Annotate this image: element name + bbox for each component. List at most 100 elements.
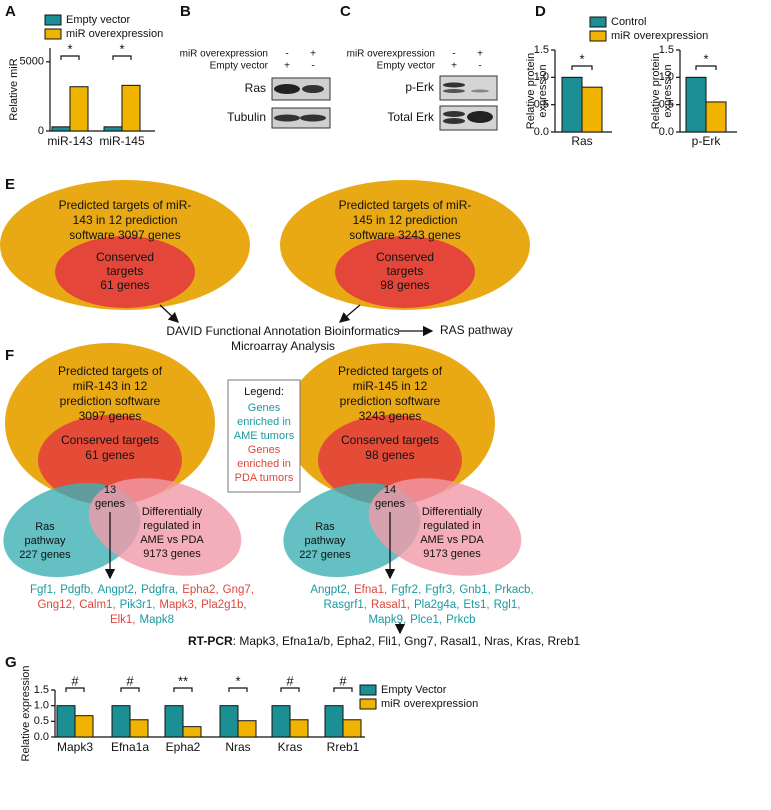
gene: Pla2g4a, xyxy=(414,599,459,611)
significance-label: * xyxy=(579,51,584,66)
significance-label: # xyxy=(126,673,134,688)
gene: Efna1, xyxy=(354,584,387,596)
y-tick-label: 1.5 xyxy=(659,44,674,56)
legend-swatch xyxy=(359,684,377,696)
diagram-f xyxy=(3,343,522,635)
y-tick-label: 1.5 xyxy=(534,44,549,56)
y-tick-label: 1.5 xyxy=(34,684,49,696)
bar xyxy=(561,76,583,133)
gene: Plce1, xyxy=(410,614,442,626)
legend-label: PDA tumors xyxy=(235,472,294,484)
gene: Pdgfb, xyxy=(60,584,93,596)
significance-bracket xyxy=(173,687,193,692)
set-label: pathway xyxy=(305,535,346,547)
rt-pcr-genes: : Mapk3, Efna1a/b, Epha2, Fli1, Gng7, Ra… xyxy=(233,634,581,648)
significance-label: # xyxy=(286,673,294,688)
set-label: regulated in xyxy=(423,520,481,532)
gene: Pik3r1, xyxy=(120,599,156,611)
set-label: pathway xyxy=(25,535,66,547)
set-label: 227 genes xyxy=(299,549,351,561)
subset-label: 98 genes xyxy=(365,448,414,462)
significance-label: # xyxy=(71,673,79,688)
rt-pcr-label: RT-PCR xyxy=(188,634,233,648)
bar xyxy=(685,76,707,133)
result-label: RAS pathway xyxy=(440,323,513,337)
condition-sign: + xyxy=(451,61,457,72)
bar xyxy=(237,720,257,738)
y-axis-label: expression xyxy=(537,64,549,117)
gene-row: Fgf1, Pdgfb, Angpt2, Pdgfra, Epha2, Gng7, xyxy=(30,584,254,596)
panel-letter: F xyxy=(5,347,14,364)
panel-letter: E xyxy=(5,176,15,193)
y-axis-label: Relative protein xyxy=(650,53,662,129)
x-tick-label: Epha2 xyxy=(166,740,201,754)
legend-label: enriched in xyxy=(237,458,291,470)
subset-label: Conserved targets xyxy=(341,433,439,447)
x-tick-label: Rreb1 xyxy=(327,740,360,754)
gene: Angpt2, xyxy=(97,584,137,596)
legend-label: miR overexpression xyxy=(66,28,163,40)
diagram-e xyxy=(0,180,530,337)
bar xyxy=(182,726,202,738)
set-label: 9173 genes xyxy=(423,548,481,560)
x-tick-label: miR-145 xyxy=(99,134,145,148)
x-tick-label: Nras xyxy=(225,740,250,754)
bar xyxy=(69,86,89,132)
set-label: Ras xyxy=(315,521,335,533)
gene: Pdgfra, xyxy=(141,584,178,596)
set-label: regulated in xyxy=(143,520,201,532)
bar xyxy=(103,126,123,132)
y-axis-label: Relative expression xyxy=(20,666,32,762)
set-label: 3243 genes xyxy=(359,409,422,423)
bar xyxy=(111,705,131,738)
condition-sign: + xyxy=(310,49,316,60)
condition-sign: - xyxy=(311,61,314,72)
panel-letter: C xyxy=(340,3,351,20)
significance-bracket xyxy=(333,687,353,692)
x-tick-label: miR-143 xyxy=(47,134,93,148)
legend-swatch xyxy=(44,14,62,26)
bar xyxy=(271,705,291,738)
subset-label: targets xyxy=(387,264,424,278)
significance-label: * xyxy=(67,41,72,56)
subset-label: 61 genes xyxy=(85,448,134,462)
bar xyxy=(219,705,239,738)
rt-pcr: RT-PCR: Mapk3, Efna1a/b, Epha2, Fli1, Gn… xyxy=(188,634,581,648)
gene: Prkcb xyxy=(446,614,475,626)
band-label: Total Erk xyxy=(387,110,435,124)
set-label: 9173 genes xyxy=(143,548,201,560)
overlap-label: genes xyxy=(95,498,125,510)
bar xyxy=(705,101,727,133)
band-label: p-Erk xyxy=(405,80,435,94)
gene: Rasal1, xyxy=(371,599,410,611)
overlap-label: 14 xyxy=(384,484,396,496)
y-tick-label: 0 xyxy=(38,125,44,137)
y-tick-label: 0.5 xyxy=(534,99,549,111)
bar xyxy=(129,719,149,738)
significance-bracket xyxy=(65,687,85,692)
condition-sign: + xyxy=(477,49,483,60)
gene-row: Rasgrf1, Rasal1, Pla2g4a, Ets1, Rgl1, xyxy=(324,599,521,611)
x-tick-label: Ras xyxy=(571,134,592,148)
set-label: AME vs PDA xyxy=(140,534,204,546)
bar xyxy=(164,705,184,738)
panel-letter: D xyxy=(535,3,546,20)
condition-sign: + xyxy=(284,61,290,72)
gene-row: Gng12, Calm1, Pik3r1, Mapk3, Pla2g1b, xyxy=(37,599,246,611)
set-label: Ras xyxy=(35,521,55,533)
bar xyxy=(74,715,94,738)
y-tick-label: 0.5 xyxy=(659,99,674,111)
y-tick-label: 1.0 xyxy=(534,71,549,83)
gene: Fgf1, xyxy=(30,584,56,596)
significance-bracket xyxy=(571,65,593,70)
significance-label: # xyxy=(339,673,347,688)
significance-label: * xyxy=(119,41,124,56)
set-label: 227 genes xyxy=(19,549,71,561)
band-label: Ras xyxy=(245,81,266,95)
y-axis-label: expression xyxy=(662,64,674,117)
panel-letter: B xyxy=(180,3,191,20)
set-label: Differentially xyxy=(422,506,483,518)
legend-label: miR overexpression xyxy=(381,698,478,710)
significance-label: * xyxy=(703,51,708,66)
